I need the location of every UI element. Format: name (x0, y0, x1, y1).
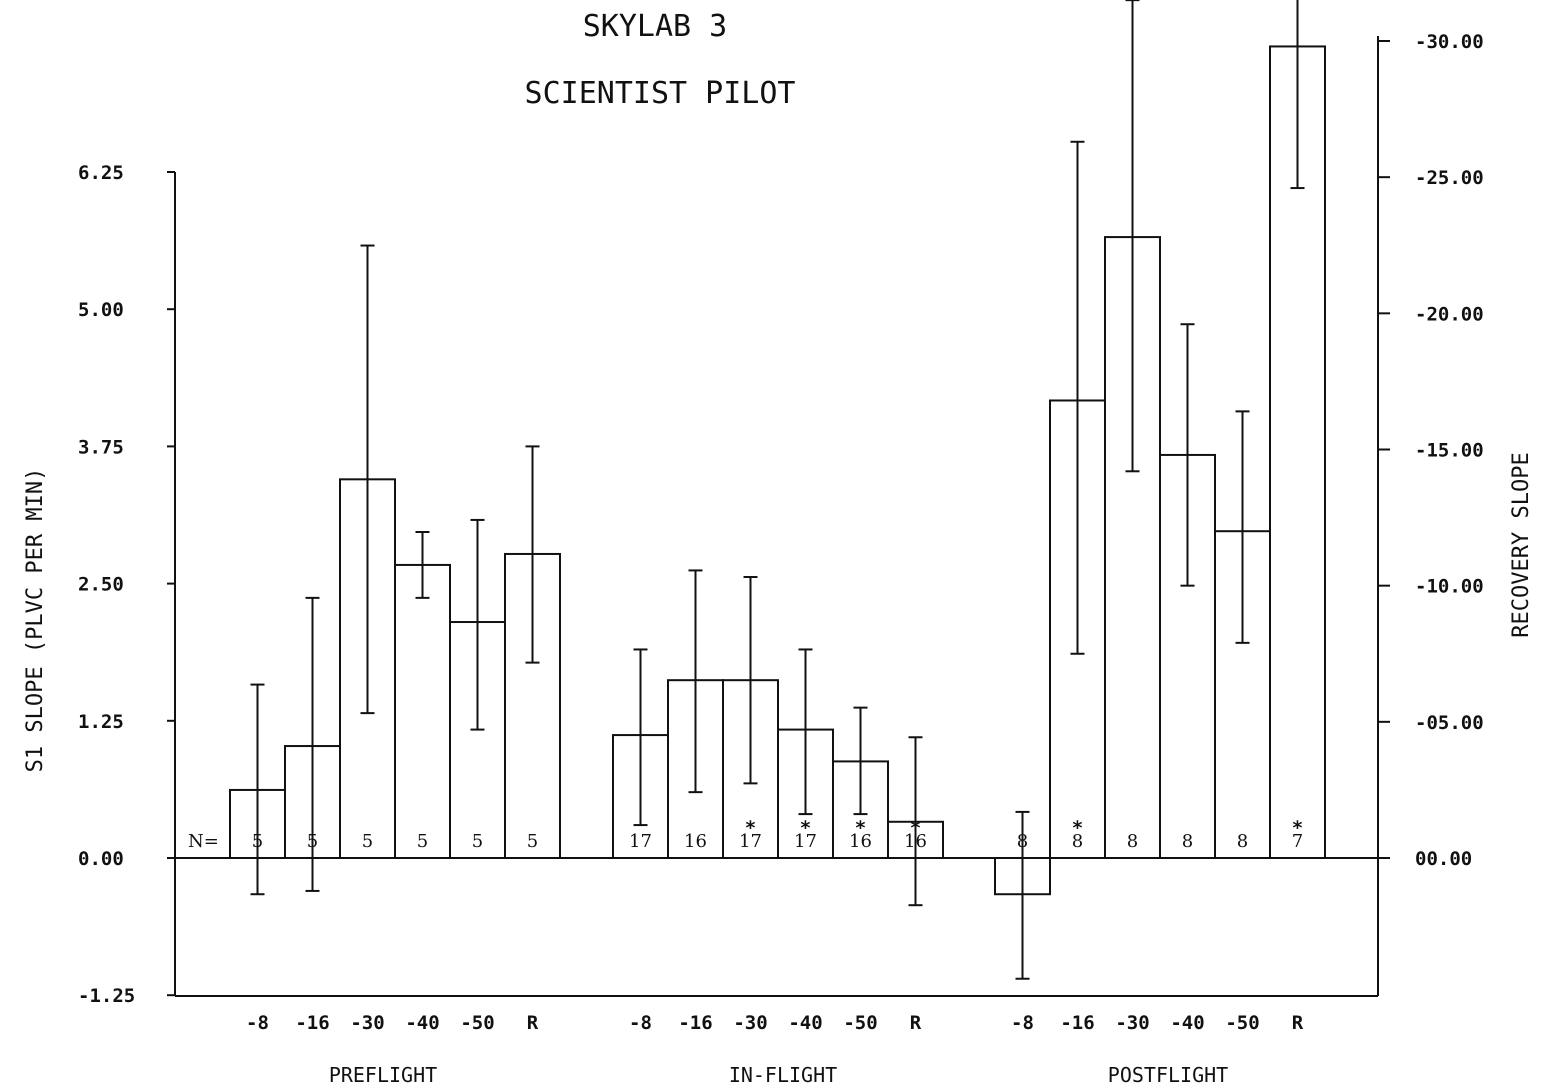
y-tick-label: 2.50 (78, 574, 124, 596)
n-label: 8 (1017, 831, 1028, 852)
n-label: 8 (1072, 831, 1083, 852)
significance-marker: * (1292, 817, 1303, 839)
y-tick-label: 5.00 (78, 299, 124, 321)
n-label: 16 (849, 831, 872, 852)
n-label: 17 (739, 831, 762, 852)
n-label: 5 (472, 831, 483, 852)
chart-subtitle: SCIENTIST PILOT (525, 76, 796, 111)
significance-marker: * (745, 817, 756, 839)
y-tick-label: 1.25 (78, 711, 124, 733)
bar (394, 563, 451, 859)
x-tick-label: -50 (460, 1012, 494, 1034)
x-tick-label: -30 (350, 1012, 384, 1034)
x-tick-label: R (910, 1012, 922, 1034)
n-label: 16 (904, 831, 927, 852)
n-label: 5 (417, 831, 428, 852)
x-tick-label: R (1292, 1012, 1304, 1034)
y-axis-label: S1 SLOPE (PLVC PER MIN) (23, 468, 48, 773)
x-tick-label: -30 (1115, 1012, 1149, 1034)
y2-axis-label: RECOVERY SLOPE (1509, 452, 1534, 637)
y2-tick-label: -25.00 (1415, 167, 1484, 189)
n-label: 17 (794, 831, 817, 852)
y2-tick-label: 00.00 (1415, 848, 1472, 870)
group-label: POSTFLIGHT (1108, 1063, 1228, 1087)
x-tick-label: -16 (1060, 1012, 1094, 1034)
x-tick-label: -8 (246, 1012, 269, 1034)
group-label: IN-FLIGHT (729, 1063, 837, 1087)
n-label: 5 (252, 831, 263, 852)
significance-marker: * (800, 817, 811, 839)
x-tick-label: R (527, 1012, 539, 1034)
significance-marker: * (910, 817, 921, 839)
n-label: 8 (1127, 831, 1138, 852)
x-tick-label: -16 (678, 1012, 712, 1034)
x-tick-label: -40 (405, 1012, 439, 1034)
x-tick-label: -16 (295, 1012, 329, 1034)
y2-tick-label: -15.00 (1415, 440, 1484, 462)
n-label: 7 (1292, 831, 1303, 852)
plot-area: -1.25 0.00 1.25 2.50 3.75 5.00 6.25 00.00 -05.00… (78, 0, 1484, 1087)
y-tick-label: 0.00 (78, 848, 124, 870)
y-tick-label: 3.75 (78, 436, 124, 458)
n-label: 5 (307, 831, 318, 852)
bar (1269, 45, 1326, 860)
x-tick-label: -50 (1225, 1012, 1259, 1034)
significance-marker: * (855, 817, 866, 839)
n-label: 8 (1182, 831, 1193, 852)
significance-marker: * (1072, 817, 1083, 839)
y-tick-label: -1.25 (78, 985, 135, 1007)
y2-tick-label: -05.00 (1415, 712, 1484, 734)
y2-tick-label: -30.00 (1415, 31, 1484, 53)
group-label: PREFLIGHT (329, 1063, 437, 1087)
n-label: 5 (527, 831, 538, 852)
x-tick-label: -50 (843, 1012, 877, 1034)
x-tick-label: -30 (733, 1012, 767, 1034)
x-tick-label: -8 (629, 1012, 652, 1034)
y-tick-label: 6.25 (78, 162, 124, 184)
y2-tick-label: -20.00 (1415, 303, 1484, 325)
x-tick-label: -8 (1011, 1012, 1034, 1034)
x-tick-label: -40 (788, 1012, 822, 1034)
n-label: 8 (1237, 831, 1248, 852)
y2-tick-label: -10.00 (1415, 576, 1484, 598)
n-label: 16 (684, 831, 707, 852)
x-tick-label: -40 (1170, 1012, 1204, 1034)
n-label: 17 (629, 831, 652, 852)
chart-title: SKYLAB 3 (583, 9, 728, 44)
n-label: 5 (362, 831, 373, 852)
n-prefix-label: N= (188, 831, 219, 852)
